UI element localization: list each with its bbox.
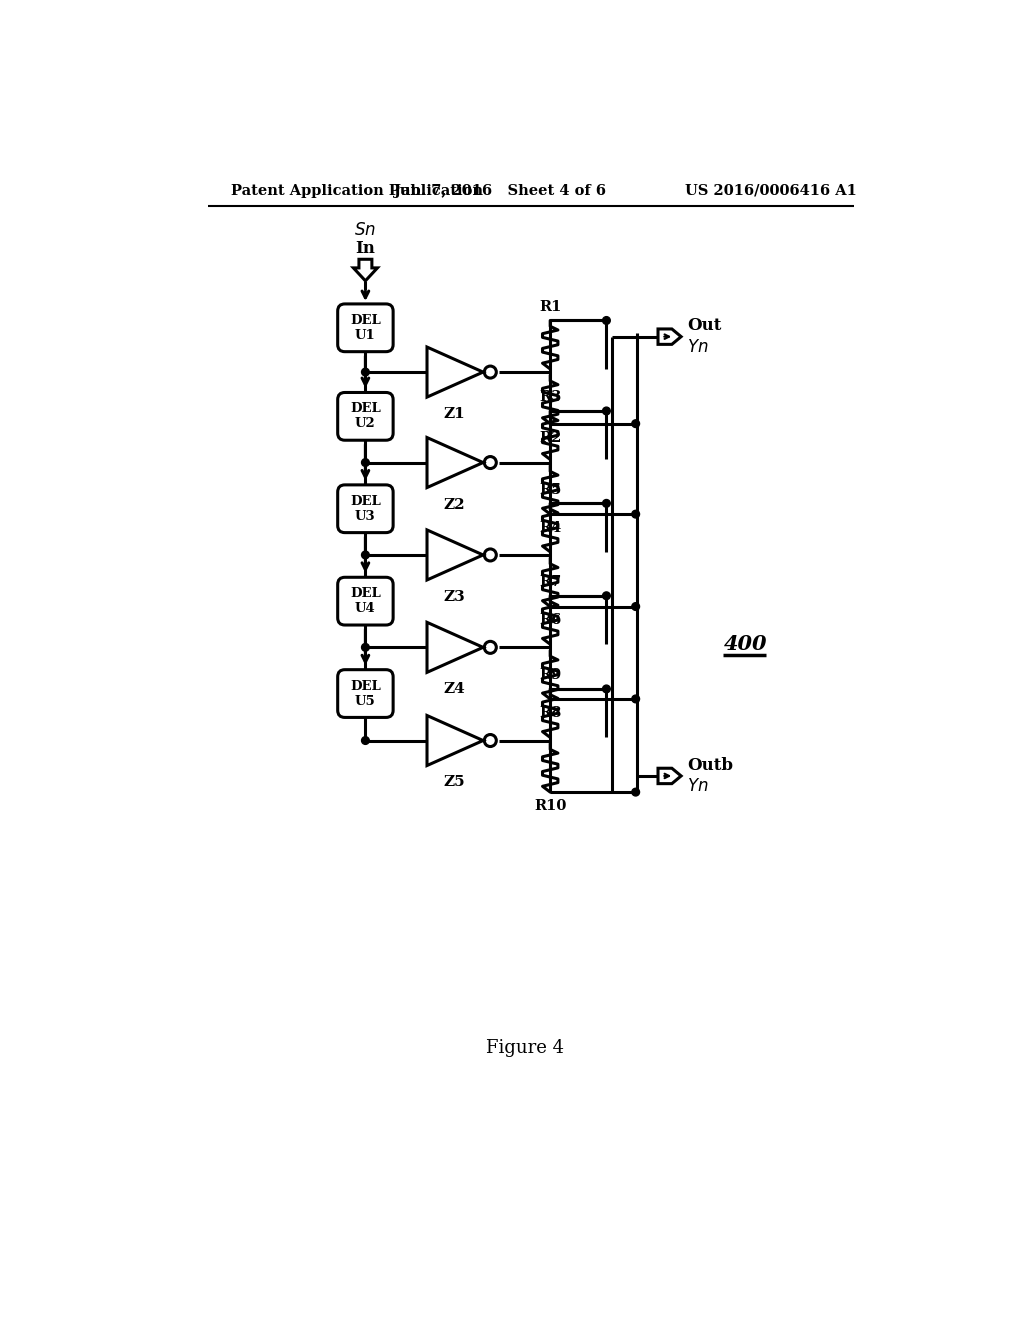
Circle shape <box>632 511 640 517</box>
Text: R3: R3 <box>539 391 561 404</box>
Text: DEL
U2: DEL U2 <box>350 403 381 430</box>
Circle shape <box>632 696 640 702</box>
Text: 400: 400 <box>724 634 767 653</box>
Text: $\mathit{Yn}$: $\mathit{Yn}$ <box>687 779 709 795</box>
Text: DEL
U5: DEL U5 <box>350 680 381 708</box>
Circle shape <box>361 737 370 744</box>
Text: US 2016/0006416 A1: US 2016/0006416 A1 <box>685 183 857 198</box>
Circle shape <box>632 420 640 428</box>
Circle shape <box>632 788 640 796</box>
Circle shape <box>602 317 610 325</box>
Circle shape <box>602 591 610 599</box>
Text: R4: R4 <box>539 521 561 535</box>
Circle shape <box>602 407 610 414</box>
Text: R10: R10 <box>535 799 566 813</box>
Text: DEL
U1: DEL U1 <box>350 314 381 342</box>
Text: R2: R2 <box>539 430 561 445</box>
Text: Z1: Z1 <box>443 407 465 421</box>
Circle shape <box>361 644 370 651</box>
Circle shape <box>361 368 370 376</box>
Text: R8: R8 <box>539 706 561 719</box>
Text: DEL
U4: DEL U4 <box>350 587 381 615</box>
Text: Figure 4: Figure 4 <box>485 1039 564 1057</box>
Text: $\mathit{Sn}$: $\mathit{Sn}$ <box>354 222 377 239</box>
Text: Z5: Z5 <box>443 775 465 789</box>
Text: In: In <box>355 240 376 257</box>
Text: DEL
U3: DEL U3 <box>350 495 381 523</box>
Circle shape <box>602 499 610 507</box>
Text: Z3: Z3 <box>443 590 465 605</box>
Text: Outb: Outb <box>687 756 733 774</box>
Text: Z4: Z4 <box>443 682 465 697</box>
Text: $\mathit{Yn}$: $\mathit{Yn}$ <box>687 339 709 356</box>
Circle shape <box>361 459 370 466</box>
Text: R9: R9 <box>539 668 561 682</box>
Text: Out: Out <box>687 317 722 334</box>
Text: R6: R6 <box>539 614 561 627</box>
Circle shape <box>632 603 640 610</box>
Circle shape <box>361 552 370 558</box>
Text: Jan. 7, 2016   Sheet 4 of 6: Jan. 7, 2016 Sheet 4 of 6 <box>394 183 606 198</box>
Text: Patent Application Publication: Patent Application Publication <box>230 183 482 198</box>
Text: R5: R5 <box>539 483 561 496</box>
Text: R7: R7 <box>539 576 561 589</box>
Text: Z2: Z2 <box>443 498 465 512</box>
Circle shape <box>602 685 610 693</box>
Text: R1: R1 <box>539 300 561 314</box>
